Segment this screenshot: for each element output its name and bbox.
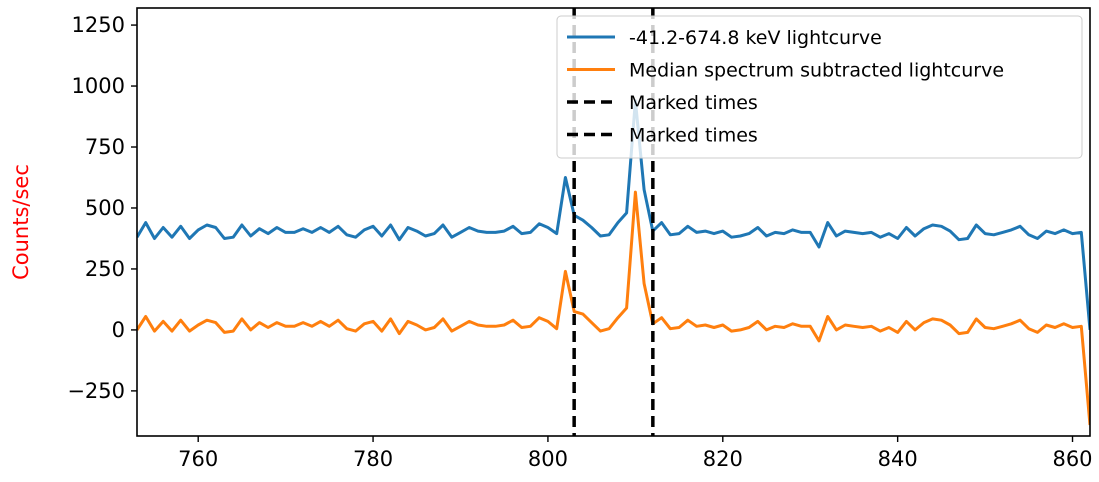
x-tick-label: 820 xyxy=(703,447,743,471)
legend-box xyxy=(556,15,1083,159)
y-axis-label: Counts/sec xyxy=(9,164,33,280)
series-line-1 xyxy=(137,190,1090,426)
series-layer xyxy=(137,99,1090,426)
legend-label: -41.2-674.8 keV lightcurve xyxy=(629,27,882,49)
legend-label: Marked times xyxy=(629,125,758,147)
y-tick-label: 1000 xyxy=(72,74,125,98)
plot-frame xyxy=(136,7,1091,437)
y-tick-label: 1250 xyxy=(72,13,125,37)
y-tick-label: −250 xyxy=(67,379,125,403)
x-tick-label: 800 xyxy=(528,447,568,471)
y-tick-label: 750 xyxy=(85,135,125,159)
y-tick-label: 500 xyxy=(85,196,125,220)
legend: -41.2-674.8 keV lightcurve Median spectru… xyxy=(556,15,1083,159)
x-tick-label: 840 xyxy=(878,447,918,471)
y-tick-label: 0 xyxy=(112,318,125,342)
series-line-0 xyxy=(137,99,1090,331)
ticks-layer: 760 780 800 820 840 860 −250 0 250 500 750 1000 1250 xyxy=(67,13,1092,471)
legend-label: Median spectrum subtracted lightcurve xyxy=(629,60,1004,82)
x-tick-label: 860 xyxy=(1052,447,1092,471)
legend-label: Marked times xyxy=(629,92,758,114)
y-tick-label: 250 xyxy=(85,257,125,281)
x-tick-label: 760 xyxy=(178,447,218,471)
x-tick-label: 780 xyxy=(353,447,393,471)
